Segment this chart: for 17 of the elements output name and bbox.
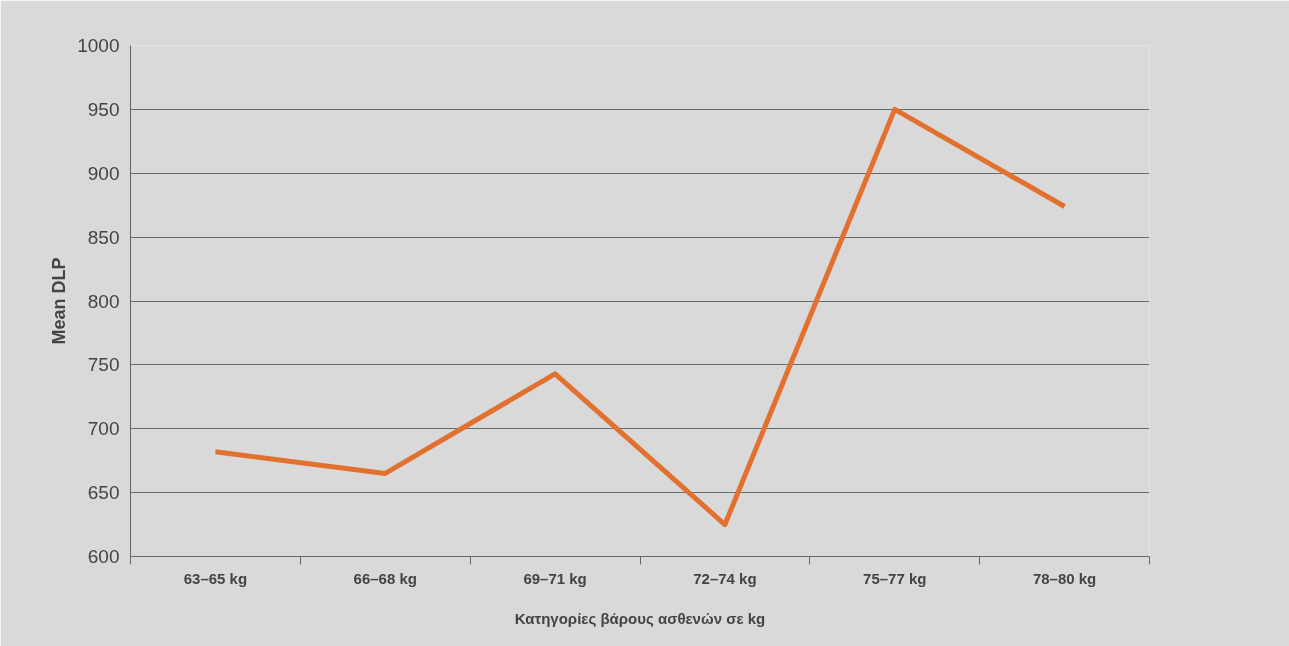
- x-tick-label: 78–80 kg: [1032, 569, 1097, 587]
- y-tick-label: 750: [87, 354, 120, 376]
- x-tick-label: 75–77 kg: [863, 569, 927, 587]
- y-tick-label: 1000: [77, 35, 120, 56]
- y-tick-label: 800: [87, 290, 120, 312]
- y-axis-title: Mean DLP: [49, 257, 70, 345]
- x-tick-label: 72–74 kg: [693, 569, 757, 587]
- y-tick-label: 850: [87, 226, 120, 248]
- y-tick-label: 900: [87, 162, 120, 184]
- x-axis-title: Κατηγορίες βάρους ασθενών σε kg: [514, 609, 766, 627]
- x-tick-label: 69–71 kg: [523, 569, 587, 587]
- y-tick-label: 700: [87, 418, 120, 440]
- x-tick-label: 63–65 kg: [183, 569, 248, 587]
- x-tick-label: 66–68 kg: [353, 569, 417, 587]
- y-tick-label: 600: [87, 546, 120, 567]
- y-tick-label: 650: [87, 482, 120, 504]
- y-tick-label: 950: [87, 98, 120, 120]
